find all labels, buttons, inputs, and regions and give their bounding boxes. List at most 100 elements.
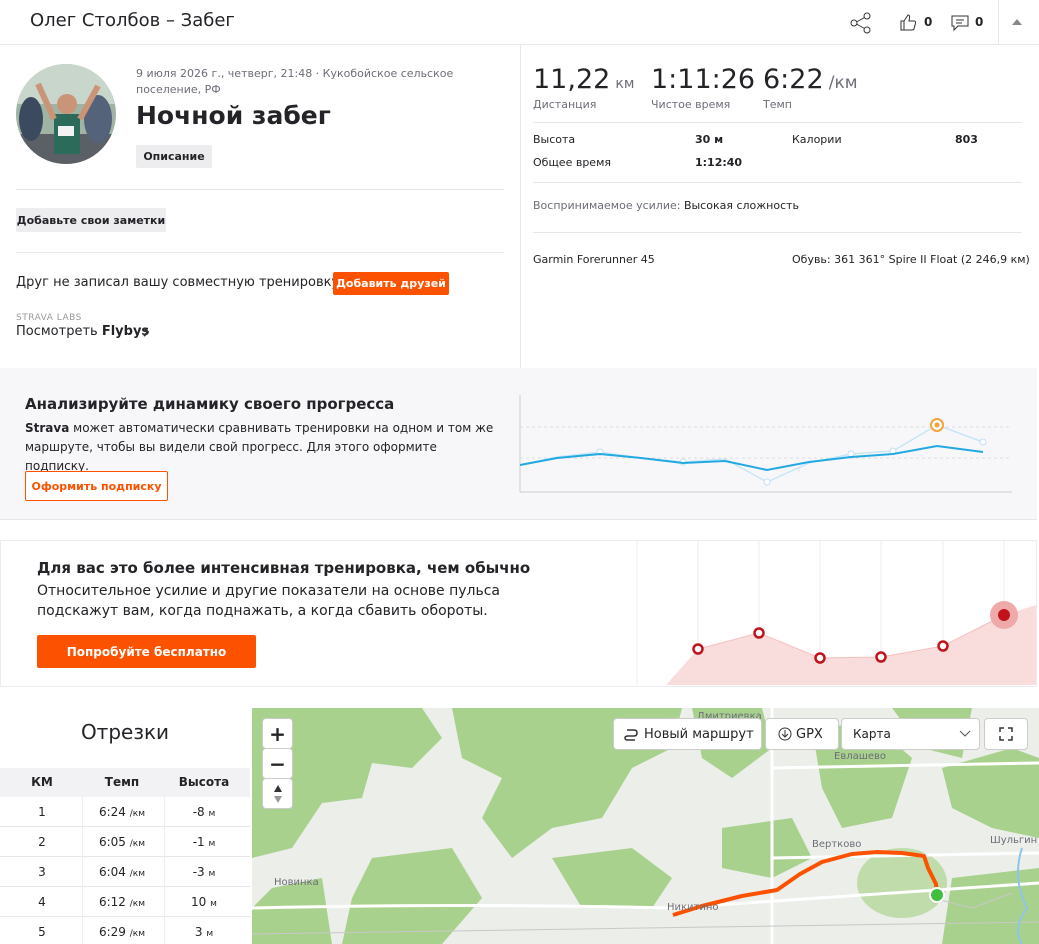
stat-distance: 11,22 км <box>533 64 634 95</box>
detail-label: Высота <box>533 133 576 146</box>
split-pace: 6:12 /км <box>82 895 162 909</box>
stat-pace: 6:22 /км <box>763 64 858 95</box>
stat-label: Дистанция <box>533 98 597 111</box>
divider <box>16 189 504 190</box>
promo-body: может автоматически сравнивать тренировк… <box>25 421 494 473</box>
column-divider <box>82 797 83 827</box>
compass-icon <box>273 784 282 803</box>
divider <box>533 232 1022 233</box>
subscribe-button[interactable]: Оформить подписку <box>25 471 168 501</box>
column-divider <box>82 917 83 944</box>
pace-value: 6:05 <box>98 835 126 849</box>
stat-unit: /км <box>828 73 858 93</box>
button-label: GPX <box>796 726 823 742</box>
column-divider <box>82 827 83 857</box>
share-icon[interactable] <box>850 12 872 34</box>
pace-value: 6:29 <box>98 925 126 939</box>
activity-meta: 9 июля 2026 г., четверг, 21:48 · Кукобой… <box>136 67 454 96</box>
divider <box>520 44 521 368</box>
split-km: 4 <box>38 895 46 909</box>
split-pace: 6:05 /км <box>82 835 162 849</box>
select-label: Карта <box>853 727 891 741</box>
promo-title: Для вас это более интенсивная тренировка… <box>37 559 531 577</box>
elevation-unit: м <box>206 929 214 939</box>
divider <box>533 182 1022 183</box>
comment-count[interactable]: 0 <box>975 15 984 29</box>
chevron-icon <box>143 327 150 337</box>
stat-value: 6:22 <box>763 64 824 95</box>
row-divider <box>0 916 250 917</box>
compass[interactable] <box>262 778 293 809</box>
promo-text: Strava может автоматически сравнивать тр… <box>25 419 495 476</box>
flybys-prefix: Посмотреть <box>16 324 98 339</box>
avatar[interactable] <box>16 64 116 164</box>
elevation-value: 3 <box>194 925 203 939</box>
split-elevation: -3 м <box>164 865 244 879</box>
download-icon <box>778 727 792 741</box>
column-divider <box>82 887 83 917</box>
stat-moving-time: 1:11:26 <box>651 64 756 95</box>
column-divider <box>82 857 83 887</box>
try-free-button[interactable]: Попробуйте бесплатно <box>37 635 256 668</box>
promo-effort <box>0 540 1037 687</box>
pace-unit: /км <box>129 809 146 819</box>
layer-select[interactable]: Карта <box>841 718 980 750</box>
perceived-effort: Воспринимаемое усилие: Высокая сложность <box>533 199 799 212</box>
detail-label: Калории <box>792 133 842 146</box>
flybys-name[interactable]: Flybys <box>101 324 150 339</box>
place-label: Новинка <box>274 877 319 888</box>
elevation-value: -3 <box>192 865 205 879</box>
elevation-unit: м <box>208 839 216 849</box>
effort-label: Воспринимаемое усилие: <box>533 199 681 212</box>
place-label: Никитино <box>667 902 719 913</box>
activity-name: Ночной забег <box>136 101 331 130</box>
split-elevation: 3 м <box>164 925 244 939</box>
notes-button[interactable]: Добавьте свои заметки <box>16 208 166 232</box>
route-icon <box>624 729 638 741</box>
split-pace: 6:04 /км <box>82 865 162 879</box>
pace-unit: /км <box>129 839 146 849</box>
split-pace: 6:24 /км <box>82 805 162 819</box>
promo-progress <box>0 368 1037 520</box>
add-friends-button[interactable]: Добавить друзей <box>333 272 449 295</box>
elevation-value: -1 <box>192 835 205 849</box>
gpx-button[interactable]: GPX <box>765 718 839 750</box>
flybys-link[interactable]: Посмотреть Flybys <box>16 324 149 339</box>
split-elevation: 10 м <box>164 895 244 909</box>
kudos-count[interactable]: 0 <box>924 15 933 29</box>
shoes-label: Обувь: <box>792 253 831 266</box>
button-label: Новый маршрут <box>644 726 754 742</box>
collapse-caret[interactable] <box>1012 18 1022 25</box>
split-elevation: -1 м <box>164 835 244 849</box>
elevation-value: 10 <box>191 895 207 909</box>
dropdown-icon <box>959 730 971 737</box>
column-divider <box>164 827 165 857</box>
new-route-button[interactable]: Новый маршрут <box>613 718 762 750</box>
split-km: 5 <box>38 925 46 939</box>
stat-unit: км <box>615 76 635 92</box>
stat-label: Чистое время <box>651 98 731 111</box>
progress-illustration <box>519 395 1012 493</box>
stat-value: 11,22 <box>533 64 611 95</box>
row-divider <box>0 886 250 887</box>
detail-label: Общее время <box>533 156 611 169</box>
device: Garmin Forerunner 45 <box>533 253 655 266</box>
column-divider <box>164 917 165 944</box>
comment-icon[interactable] <box>951 15 969 32</box>
shoes-value: 361 361° Spire II Float (2 246,9 км) <box>834 253 1030 266</box>
pace-unit: /км <box>129 899 146 909</box>
pace-value: 6:12 <box>98 895 126 909</box>
split-elevation: -8 м <box>164 805 244 819</box>
description-button[interactable]: Описание <box>136 145 212 168</box>
column-divider <box>164 887 165 917</box>
fullscreen-button[interactable] <box>984 718 1028 750</box>
zoom-in[interactable]: + <box>262 718 293 749</box>
effort-illustration <box>636 541 1036 685</box>
column-header: Высота <box>178 775 230 789</box>
zoom-out[interactable]: − <box>262 748 293 779</box>
promo-text: Относительное усилие и другие показатели… <box>37 583 500 619</box>
kudos-icon[interactable] <box>899 14 917 31</box>
elevation-unit: м <box>210 899 217 909</box>
